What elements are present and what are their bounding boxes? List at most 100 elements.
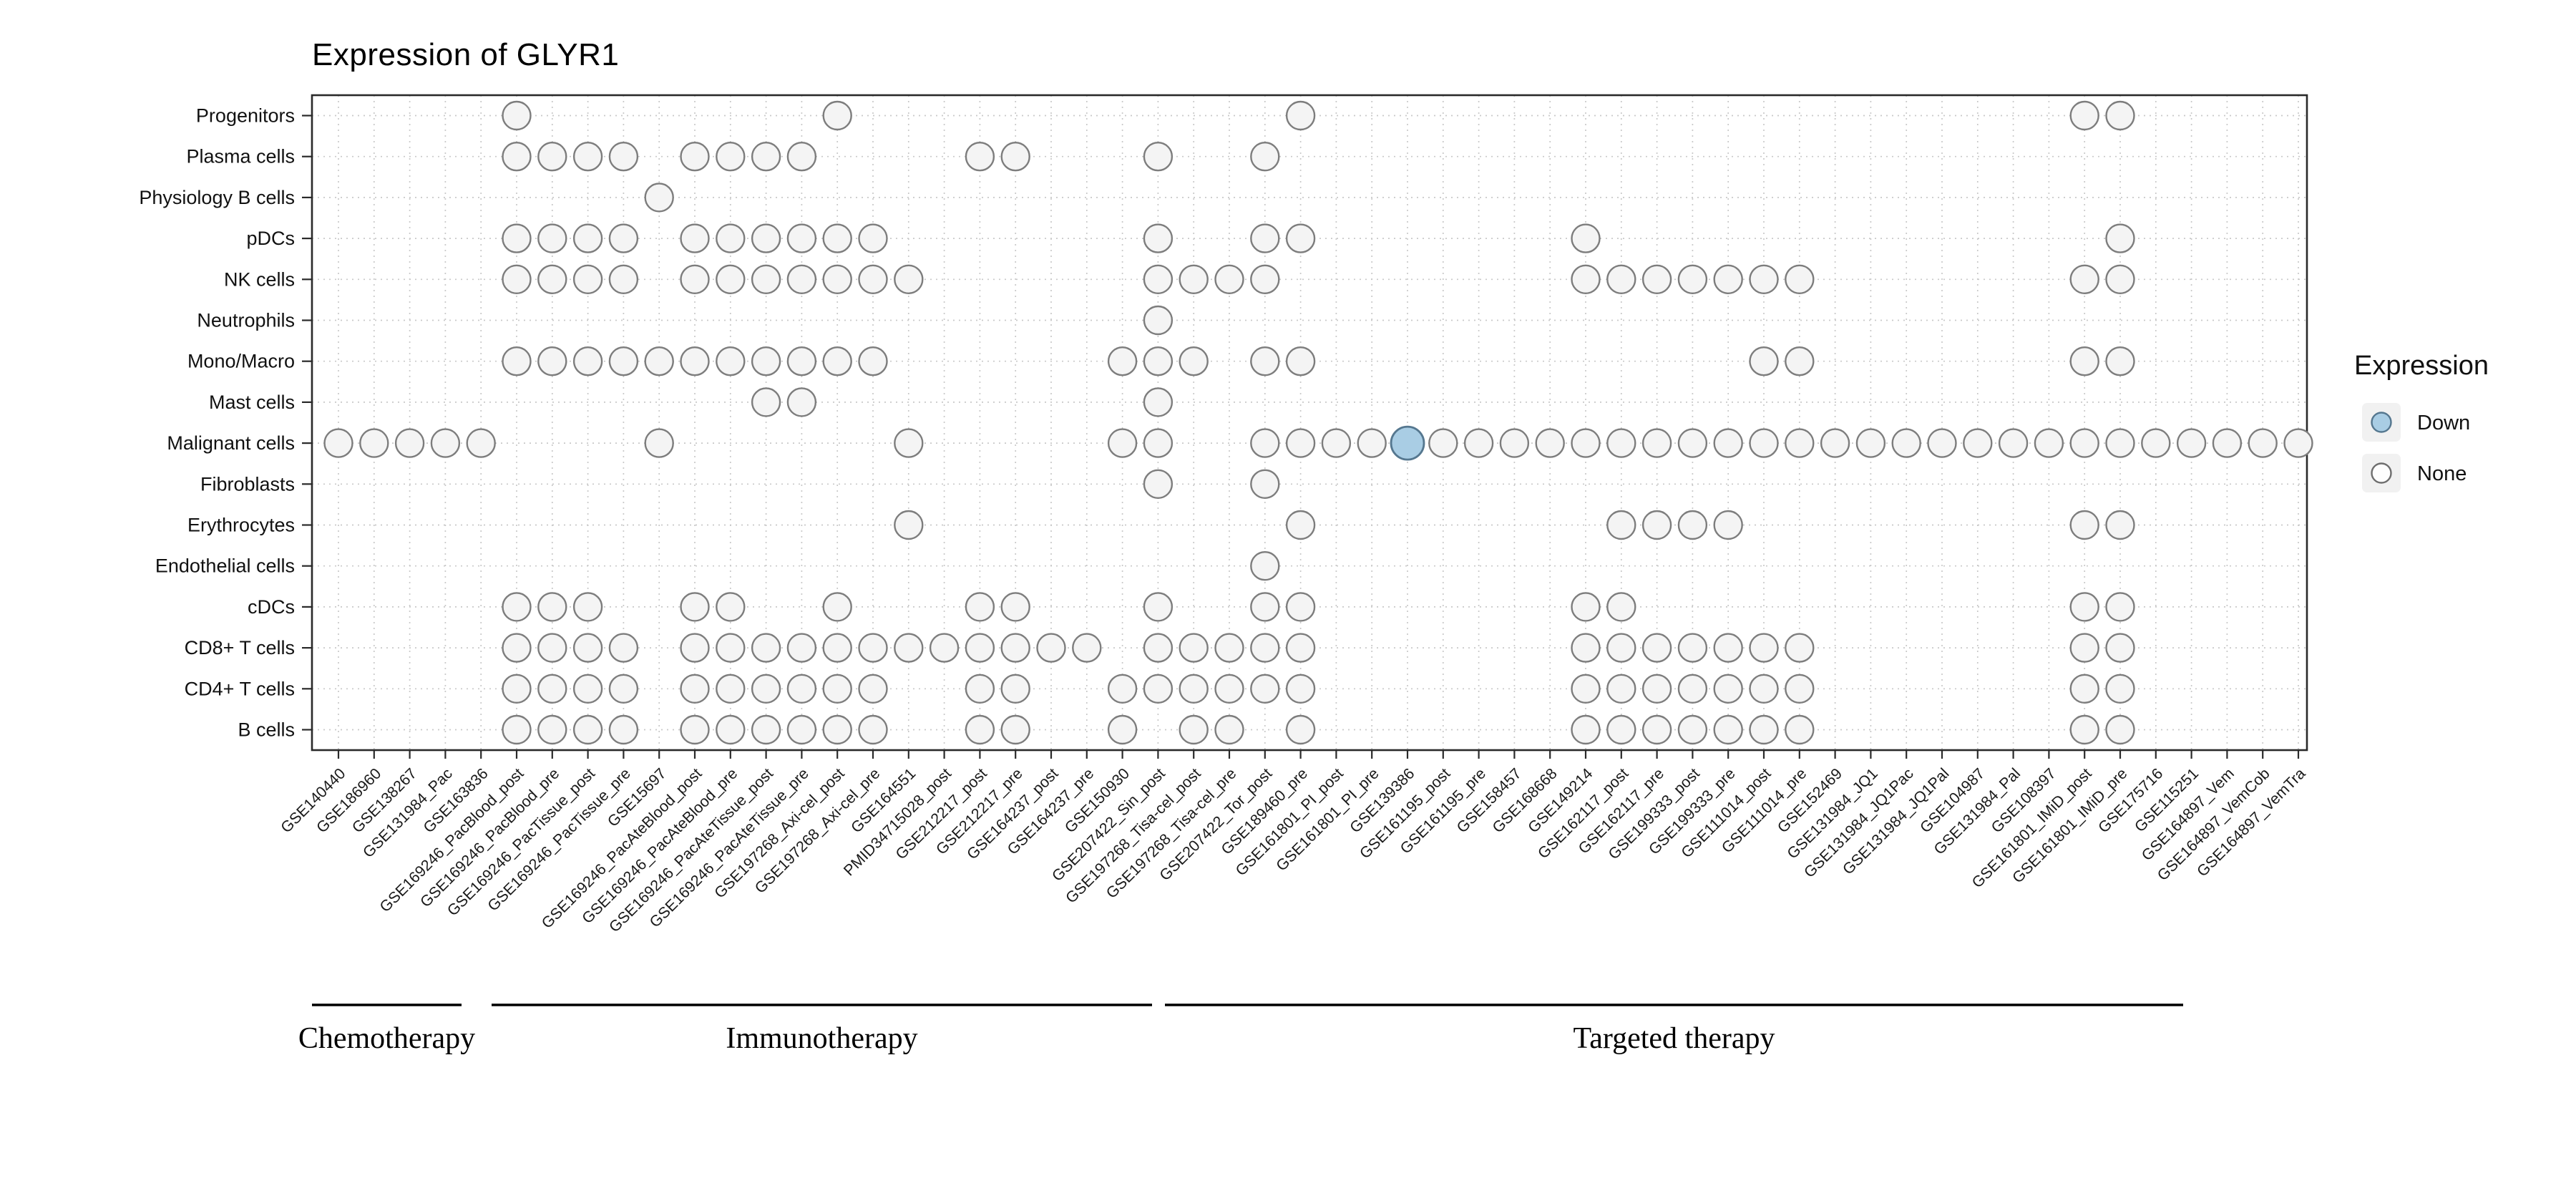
dot-none (572, 346, 603, 376)
dot-none (822, 223, 852, 253)
dot-none (1179, 264, 1209, 294)
dot-none (1535, 428, 1565, 458)
dot-none (1677, 428, 1708, 458)
dot-none (1250, 551, 1280, 581)
chart-title: Expression of GLYR1 (312, 37, 620, 72)
y-axis-label: Malignant cells (167, 432, 295, 454)
y-axis-label: Progenitors (196, 105, 295, 127)
y-axis-label: B cells (238, 719, 295, 741)
dot-none (1250, 674, 1280, 704)
therapy-group-label: Immunotherapy (726, 1022, 917, 1055)
dot-none (1250, 633, 1280, 663)
dot-none (929, 633, 960, 663)
dot-none (1641, 714, 1672, 745)
dot-none (1000, 141, 1030, 172)
dot-none (1250, 223, 1280, 253)
dot-none (1963, 428, 1993, 458)
dot-none (1179, 633, 1209, 663)
dot-none (751, 714, 781, 745)
dot-none (1606, 633, 1636, 663)
dot-none (608, 264, 639, 294)
dot-none (1855, 428, 1886, 458)
dot-none (2105, 100, 2135, 131)
dot-none (1927, 428, 1957, 458)
dot-none (502, 674, 532, 704)
dot-none (680, 633, 710, 663)
dot-none (537, 141, 567, 172)
dot-none (502, 264, 532, 294)
dot-none (1285, 223, 1316, 253)
dot-none (822, 346, 852, 376)
dot-none (786, 141, 817, 172)
dot-none (1107, 714, 1138, 745)
dot-none (1571, 223, 1601, 253)
dot-none (644, 346, 674, 376)
dot-none (608, 674, 639, 704)
legend-item-label: Down (2417, 412, 2470, 434)
dot-none (751, 141, 781, 172)
dot-none (608, 141, 639, 172)
dot-none (1143, 141, 1174, 172)
dot-none (1250, 592, 1280, 622)
dot-none (1143, 305, 1174, 336)
dot-none (1571, 592, 1601, 622)
dot-none (1214, 264, 1244, 294)
dot-none (822, 674, 852, 704)
dot-none (323, 428, 353, 458)
dot-none (1749, 714, 1779, 745)
dot-none (786, 387, 817, 417)
dot-none (502, 592, 532, 622)
dot-none (537, 592, 567, 622)
dot-none (751, 387, 781, 417)
dot-none (1285, 428, 1316, 458)
y-axis-label: NK cells (224, 268, 295, 290)
dot-none (2069, 633, 2099, 663)
dot-none (502, 141, 532, 172)
dot-none (716, 264, 746, 294)
dot-none (1250, 141, 1280, 172)
dot-none (2105, 714, 2135, 745)
dot-none (608, 714, 639, 745)
dot-none (572, 141, 603, 172)
dot-none (1606, 592, 1636, 622)
dot-none (965, 633, 995, 663)
dot-none (537, 264, 567, 294)
dot-none (786, 346, 817, 376)
dot-none (1785, 346, 1815, 376)
dot-none (572, 264, 603, 294)
dot-none (786, 633, 817, 663)
dot-none (2069, 714, 2099, 745)
dot-none (1285, 714, 1316, 745)
dot-none (572, 714, 603, 745)
dot-none (1749, 264, 1779, 294)
dot-none (894, 510, 924, 540)
y-axis-label: pDCs (246, 228, 295, 249)
therapy-group-annot: Chemotherapy Immunotherapy Targeted therap… (298, 1003, 2183, 1055)
y-axis-label: CD8+ T cells (185, 637, 295, 658)
dot-none (716, 592, 746, 622)
dot-none (786, 223, 817, 253)
dot-none (716, 141, 746, 172)
dot-none (965, 674, 995, 704)
dot-none (1677, 633, 1708, 663)
dot-none (537, 714, 567, 745)
dot-none (1677, 264, 1708, 294)
dot-none (502, 223, 532, 253)
dot-none (1713, 674, 1743, 704)
dot-none (1749, 674, 1779, 704)
dot-none (394, 428, 425, 458)
dot-none (1250, 264, 1280, 294)
dot-none (1285, 100, 1316, 131)
dot-none (858, 346, 888, 376)
dot-none (1179, 674, 1209, 704)
dot-none (1143, 469, 1174, 499)
dot-none (1428, 428, 1458, 458)
dot-none (2105, 223, 2135, 253)
dot-none (1606, 674, 1636, 704)
dot-none (1143, 223, 1174, 253)
dot-none (751, 346, 781, 376)
panel-frame (311, 94, 2308, 752)
dot-none (1785, 714, 1815, 745)
dot-none (1000, 674, 1030, 704)
dot-none (680, 223, 710, 253)
